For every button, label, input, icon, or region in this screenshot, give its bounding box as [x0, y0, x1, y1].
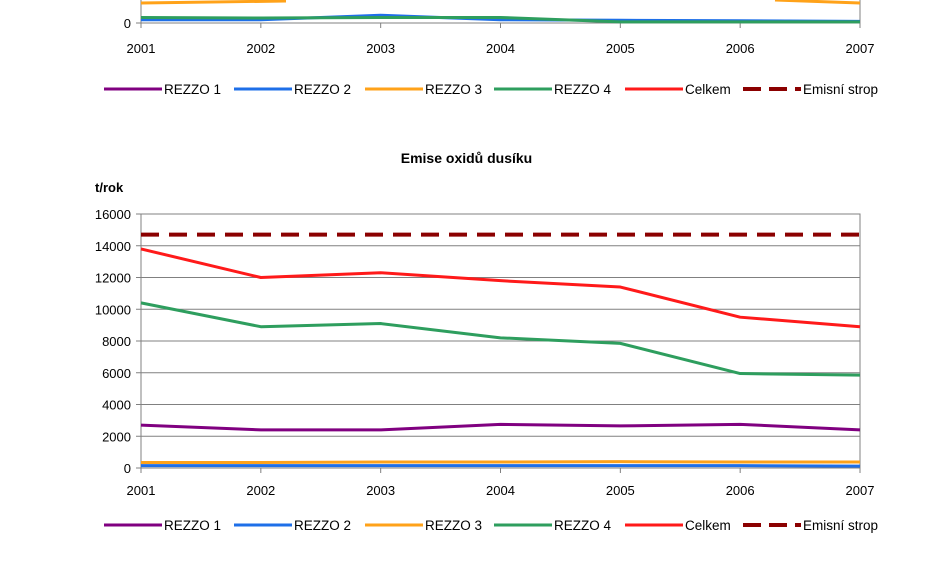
x-tick-label: 2001	[127, 41, 156, 56]
x-tick-label: 2007	[846, 41, 875, 56]
legend-label: Emisní strop	[803, 82, 878, 97]
legend-label: REZZO 4	[554, 518, 611, 533]
legend-label: Celkem	[685, 518, 731, 533]
chart-title: Emise oxidů dusíku	[401, 150, 532, 166]
y-tick-label: 12000	[95, 271, 131, 286]
chart-2: Emise oxidů dusíku t/rok 0 2000 4000 6000 8000…	[95, 150, 878, 533]
y-tick-label: 4000	[102, 398, 131, 413]
legend-label: REZZO 1	[164, 518, 221, 533]
legend-label: REZZO 3	[425, 82, 482, 97]
x-tick-label: 2001	[127, 483, 156, 498]
series-line-rezzo-1	[140, 422, 861, 432]
x-tick-label: 2002	[246, 41, 275, 56]
x-tick-label: 2003	[366, 41, 395, 56]
x-tick-label: 2006	[726, 483, 755, 498]
x-tick-label: 2003	[366, 483, 395, 498]
legend-label: REZZO 2	[294, 518, 351, 533]
x-tick-label: 2005	[606, 483, 635, 498]
y-tick-label: 10000	[95, 302, 131, 317]
series-line-rezzo-3	[141, 460, 860, 464]
series-line-rezzo-3-partial-left	[140, 0, 287, 5]
x-tick-label: 2006	[726, 41, 755, 56]
legend-label: REZZO 1	[164, 82, 221, 97]
series-line-rezzo-4	[140, 16, 860, 24]
x-tick-label: 2004	[486, 41, 515, 56]
legend-label: Emisní strop	[803, 518, 878, 533]
legend-label: REZZO 3	[425, 518, 482, 533]
legend-label: Celkem	[685, 82, 731, 97]
y-tick-label: 14000	[95, 239, 131, 254]
legend: REZZO 1 REZZO 2 REZZO 3 REZZO 4 Celkem Emisní…	[104, 82, 878, 97]
series-line-rezzo-4	[140, 301, 861, 377]
series-line-rezzo-3-partial-right	[774, 0, 861, 5]
series-line-celkem	[140, 247, 861, 329]
y-axis-label: t/rok	[95, 180, 124, 195]
y-tick-label: 0	[124, 461, 131, 476]
x-tick-label: 2007	[846, 483, 875, 498]
y-tick-label: 8000	[102, 334, 131, 349]
legend: REZZO 1 REZZO 2 REZZO 3 REZZO 4 Celkem Emisní…	[104, 518, 878, 533]
y-tick-label: 2000	[102, 429, 131, 444]
y-tick-label: 6000	[102, 366, 131, 381]
legend-label: REZZO 2	[294, 82, 351, 97]
y-tick-label: 0	[124, 16, 131, 31]
x-tick-label: 2005	[606, 41, 635, 56]
x-tick-label: 2004	[486, 483, 515, 498]
x-tick-label: 2002	[246, 483, 275, 498]
y-tick-label: 16000	[95, 207, 131, 222]
legend-label: REZZO 4	[554, 82, 611, 97]
